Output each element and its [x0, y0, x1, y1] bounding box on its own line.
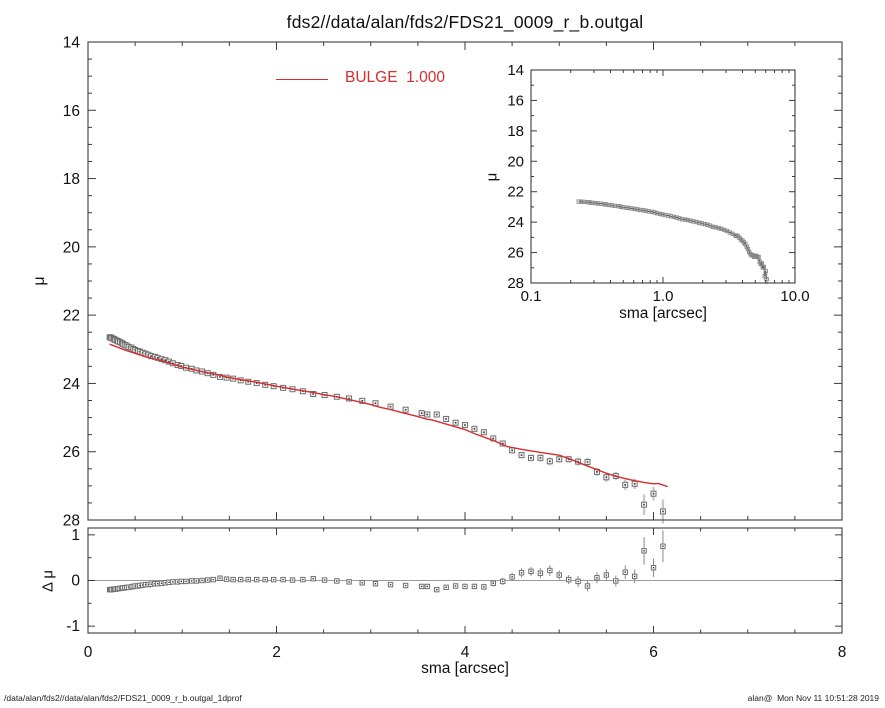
- svg-text:8: 8: [838, 644, 847, 661]
- inset-data-point: [699, 221, 705, 226]
- inset-data-point: [668, 214, 674, 219]
- page-title: fds2//data/alan/fds2/FDS21_0009_r_b.outg…: [286, 12, 644, 32]
- inset-data-point: [761, 264, 766, 270]
- svg-text:22: 22: [507, 184, 524, 201]
- inset-data-point: [760, 265, 765, 270]
- inset-data-point: [733, 233, 738, 238]
- inset-data-point: [702, 221, 707, 227]
- inset-data-point: [609, 203, 615, 208]
- svg-text:20: 20: [507, 153, 524, 170]
- svg-text:28: 28: [507, 275, 524, 292]
- svg-text:16: 16: [507, 92, 524, 109]
- inset-data-point: [646, 209, 651, 214]
- inset-data-point: [708, 223, 713, 228]
- svg-text:24: 24: [507, 214, 524, 231]
- inset-data-point: [764, 277, 769, 282]
- inset-data-point: [576, 199, 581, 204]
- x-axis-label: sma [arcsec]: [421, 660, 509, 677]
- inset-data-point: [685, 217, 690, 223]
- svg-text:18: 18: [507, 123, 524, 140]
- inset-data-point: [748, 251, 753, 257]
- inset-panel-frame: [530, 69, 796, 284]
- svg-text:22: 22: [63, 308, 80, 325]
- svg-text:0: 0: [71, 573, 80, 590]
- svg-text:0.1: 0.1: [521, 288, 542, 305]
- inset-data-point: [682, 217, 688, 222]
- svg-text:6: 6: [649, 644, 658, 661]
- footer-file-path: /data/alan/fds2//data/alan/fds2/FDS21_00…: [4, 693, 242, 703]
- svg-text:20: 20: [63, 239, 81, 256]
- svg-text:28: 28: [63, 513, 80, 530]
- inset-data-point: [722, 227, 727, 233]
- inset-data-point: [697, 220, 702, 225]
- svg-text:14: 14: [63, 35, 81, 52]
- inset-data-series: [576, 199, 769, 285]
- svg-text:1.0: 1.0: [653, 288, 674, 305]
- svg-text:4: 4: [461, 644, 470, 661]
- inset-data-point: [652, 210, 657, 215]
- model-line: [109, 343, 668, 488]
- legend-label: BULGE 1.000: [345, 69, 445, 86]
- inset-data-point: [616, 204, 621, 209]
- inset-data-point: [710, 224, 716, 230]
- inset-data-point: [606, 202, 612, 208]
- inset-data-point: [694, 219, 699, 225]
- svg-text:-1: -1: [66, 618, 80, 635]
- inset-y-axis-label: μ: [483, 172, 501, 182]
- inset-data-point: [763, 269, 768, 274]
- inset-data-point: [641, 208, 646, 213]
- residual-panel: [88, 530, 842, 593]
- inset-data-point: [680, 217, 685, 222]
- svg-text:10.0: 10.0: [780, 288, 809, 305]
- inset-data-point: [618, 204, 624, 209]
- legend-line-swatch: [276, 79, 328, 80]
- residual-y-axis-label: Δ μ: [39, 569, 57, 593]
- svg-text:18: 18: [63, 171, 80, 188]
- svg-text:14: 14: [507, 62, 524, 79]
- inset-data-point: [671, 214, 677, 219]
- inset-data-point: [719, 226, 724, 231]
- svg-text:2: 2: [272, 644, 281, 661]
- svg-text:1: 1: [71, 527, 80, 544]
- bulge-model-line: [109, 343, 668, 488]
- inset-data-point: [612, 203, 617, 209]
- main-panel-frame: [87, 41, 843, 521]
- inset-data-point: [666, 213, 671, 218]
- inset-data-point: [688, 218, 693, 223]
- footer-user-timestamp: alan@ Mon Nov 11 10:51:28 2019: [747, 693, 879, 703]
- main-data-series: [106, 334, 666, 515]
- svg-text:26: 26: [63, 444, 80, 461]
- residual-panel-frame: [87, 527, 843, 634]
- main-error-whiskers: [108, 336, 665, 524]
- inset-data-point: [660, 212, 665, 217]
- svg-text:16: 16: [63, 103, 80, 120]
- inset-data-point: [657, 211, 663, 217]
- inset-data-point: [677, 216, 682, 221]
- inset-data-point: [579, 199, 584, 204]
- svg-text:24: 24: [63, 376, 81, 393]
- inset-data-point: [629, 206, 634, 211]
- inset-data-point: [716, 225, 721, 231]
- inset-data-point: [635, 207, 640, 212]
- main-y-axis-label: μ: [31, 276, 48, 286]
- inset-x-axis-label: sma [arcsec]: [619, 305, 707, 322]
- inset-data-point: [713, 225, 718, 230]
- inset-data-point: [632, 206, 637, 212]
- inset-data-point: [649, 209, 654, 214]
- svg-text:0: 0: [84, 644, 93, 661]
- inset-data-point: [674, 215, 679, 220]
- inset-data-point: [756, 254, 761, 260]
- inset-data-point: [581, 199, 586, 205]
- inset-data-point: [705, 222, 710, 227]
- inset-data-point: [754, 253, 759, 259]
- svg-text:26: 26: [507, 245, 524, 262]
